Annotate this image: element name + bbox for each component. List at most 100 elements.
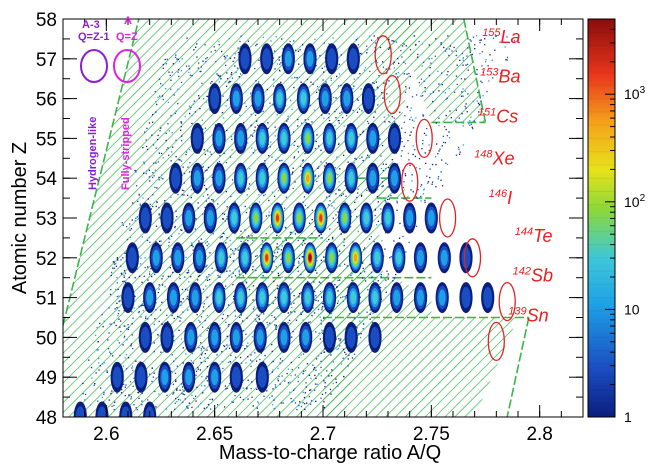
- noise-dot: [505, 59, 507, 61]
- noise-dot: [212, 233, 214, 235]
- noise-dot: [116, 257, 118, 259]
- noise-dot: [113, 261, 115, 263]
- noise-dot: [330, 354, 332, 356]
- noise-dot: [162, 63, 164, 66]
- noise-dot: [271, 343, 273, 346]
- isotope-spot: [162, 326, 172, 349]
- noise-dot: [273, 316, 276, 318]
- noise-dot: [166, 314, 168, 316]
- noise-dot: [239, 396, 242, 398]
- noise-dot: [252, 239, 254, 241]
- noise-dot: [206, 95, 208, 97]
- noise-dot: [242, 344, 244, 347]
- noise-dot: [459, 151, 461, 153]
- isotope-spot: [369, 170, 377, 187]
- isotope-spot: [237, 171, 244, 185]
- noise-dot: [289, 231, 291, 233]
- noise-dot: [179, 159, 181, 161]
- noise-dot: [294, 311, 296, 313]
- noise-dot: [225, 105, 227, 107]
- noise-dot: [365, 157, 368, 159]
- noise-dot: [242, 387, 244, 389]
- noise-dot: [494, 49, 496, 51]
- noise-dot: [225, 57, 227, 59]
- noise-dot: [261, 240, 264, 242]
- noise-dot: [226, 206, 228, 208]
- noise-dot: [347, 365, 349, 367]
- noise-dot: [462, 125, 464, 127]
- noise-dot: [102, 401, 105, 403]
- noise-dot: [160, 177, 162, 179]
- noise-dot: [396, 76, 399, 78]
- noise-dot: [470, 123, 472, 125]
- noise-dot: [338, 338, 340, 340]
- noise-dot: [202, 128, 204, 130]
- noise-dot: [392, 63, 395, 65]
- noise-dot: [296, 408, 298, 411]
- noise-dot: [387, 195, 390, 197]
- noise-dot: [370, 63, 372, 65]
- noise-dot: [432, 100, 434, 103]
- noise-dot: [240, 362, 243, 364]
- noise-dot: [215, 61, 217, 63]
- noise-dot: [262, 275, 264, 277]
- isotope-spot: [483, 286, 493, 309]
- noise-dot: [435, 38, 437, 40]
- noise-dot: [487, 65, 489, 67]
- noise-dot: [262, 244, 264, 246]
- noise-dot: [158, 240, 161, 242]
- noise-dot: [344, 184, 346, 187]
- noise-dot: [289, 391, 291, 393]
- noise-dot: [231, 149, 233, 151]
- noise-dot: [217, 274, 219, 277]
- noise-dot: [157, 134, 159, 137]
- noise-dot: [218, 76, 220, 78]
- noise-dot: [409, 134, 411, 136]
- noise-dot: [174, 225, 176, 228]
- noise-dot: [244, 348, 246, 350]
- noise-dot: [160, 152, 163, 155]
- noise-dot: [256, 43, 258, 45]
- noise-dot: [317, 308, 320, 310]
- noise-dot: [225, 242, 227, 244]
- noise-dot: [342, 300, 345, 302]
- noise-dot: [475, 35, 478, 37]
- noise-dot: [227, 361, 229, 364]
- noise-dot: [492, 77, 494, 79]
- noise-dot: [423, 132, 426, 134]
- noise-dot: [313, 368, 315, 370]
- noise-dot: [492, 37, 495, 39]
- noise-dot: [275, 327, 277, 329]
- noise-dot: [326, 277, 328, 279]
- noise-dot: [155, 377, 157, 379]
- noise-dot: [184, 276, 186, 278]
- noise-dot: [467, 93, 469, 95]
- noise-dot: [175, 219, 177, 221]
- noise-dot: [409, 49, 412, 51]
- noise-dot: [146, 148, 149, 151]
- noise-dot: [132, 385, 134, 387]
- noise-dot: [226, 344, 228, 346]
- noise-dot: [153, 162, 155, 164]
- noise-dot: [268, 304, 270, 306]
- noise-dot: [315, 299, 317, 302]
- noise-dot: [338, 189, 340, 191]
- noise-dot: [177, 58, 179, 61]
- noise-dot: [263, 313, 265, 315]
- noise-dot: [292, 330, 294, 333]
- isotope-spot: [440, 249, 448, 266]
- noise-dot: [339, 340, 341, 342]
- noise-dot: [124, 272, 127, 274]
- charge-state-legend: A-3 Q=Z-1 A Q=Z Hydrogen-like Fully-stri…: [78, 15, 141, 190]
- noise-dot: [137, 391, 139, 394]
- noise-dot: [328, 312, 331, 314]
- noise-dot: [218, 81, 220, 83]
- noise-dot: [441, 145, 443, 147]
- noise-dot: [437, 70, 439, 72]
- noise-dot: [256, 407, 258, 409]
- isotope-spot: [438, 289, 446, 306]
- noise-dot: [358, 108, 361, 110]
- noise-dot: [248, 183, 251, 185]
- noise-dot: [466, 111, 468, 113]
- noise-dot: [252, 308, 255, 310]
